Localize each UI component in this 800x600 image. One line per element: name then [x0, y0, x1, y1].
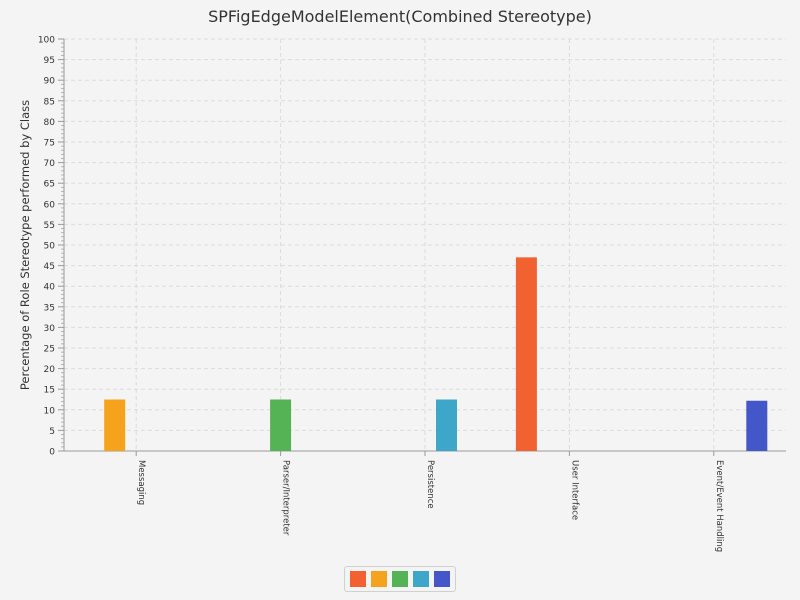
x-tick-label: Event/Event Handling: [714, 460, 724, 552]
chart-title: SPFigEdgeModelElement(Combined Stereotyp…: [208, 7, 592, 26]
legend-swatch[interactable]: [434, 571, 450, 587]
y-tick-label: 95: [44, 56, 55, 66]
x-tick-label: Persistence: [425, 460, 435, 509]
bar[interactable]: [746, 400, 768, 451]
x-tick-label: Messaging: [136, 460, 146, 505]
y-tick-label: 50: [44, 242, 56, 252]
y-tick-label: 15: [44, 386, 55, 396]
y-tick-label: 40: [44, 283, 56, 293]
legend-swatch[interactable]: [350, 571, 366, 587]
chart-legend[interactable]: [344, 566, 456, 592]
y-tick-label: 0: [49, 448, 55, 458]
y-tick-label: 100: [38, 36, 55, 46]
legend-swatch[interactable]: [371, 571, 387, 587]
y-tick-label: 5: [49, 427, 55, 437]
y-tick-label: 75: [44, 139, 55, 149]
y-tick-label: 90: [44, 77, 56, 87]
bar[interactable]: [104, 399, 126, 452]
y-tick-label: 65: [44, 180, 55, 190]
legend-swatch[interactable]: [392, 571, 408, 587]
y-tick-label: 20: [44, 365, 56, 375]
x-tick-label: Parser/Interpreter: [281, 460, 291, 536]
y-tick-label: 35: [44, 303, 55, 313]
y-tick-label: 80: [44, 118, 56, 128]
legend-swatch[interactable]: [413, 571, 429, 587]
x-tick-label: User Interface: [569, 460, 579, 520]
y-tick-label: 25: [44, 345, 55, 355]
y-tick-label: 55: [44, 221, 55, 231]
y-tick-label: 60: [44, 200, 56, 210]
y-tick-label: 70: [44, 159, 56, 169]
y-tick-label: 85: [44, 97, 55, 107]
y-axis-title: Percentage of Role Stereotype performed …: [18, 100, 32, 390]
bar[interactable]: [515, 257, 537, 451]
bar[interactable]: [270, 399, 292, 452]
y-tick-label: 10: [44, 406, 56, 416]
y-tick-label: 45: [44, 262, 55, 272]
y-tick-label: 30: [44, 324, 56, 334]
bar[interactable]: [436, 399, 457, 452]
